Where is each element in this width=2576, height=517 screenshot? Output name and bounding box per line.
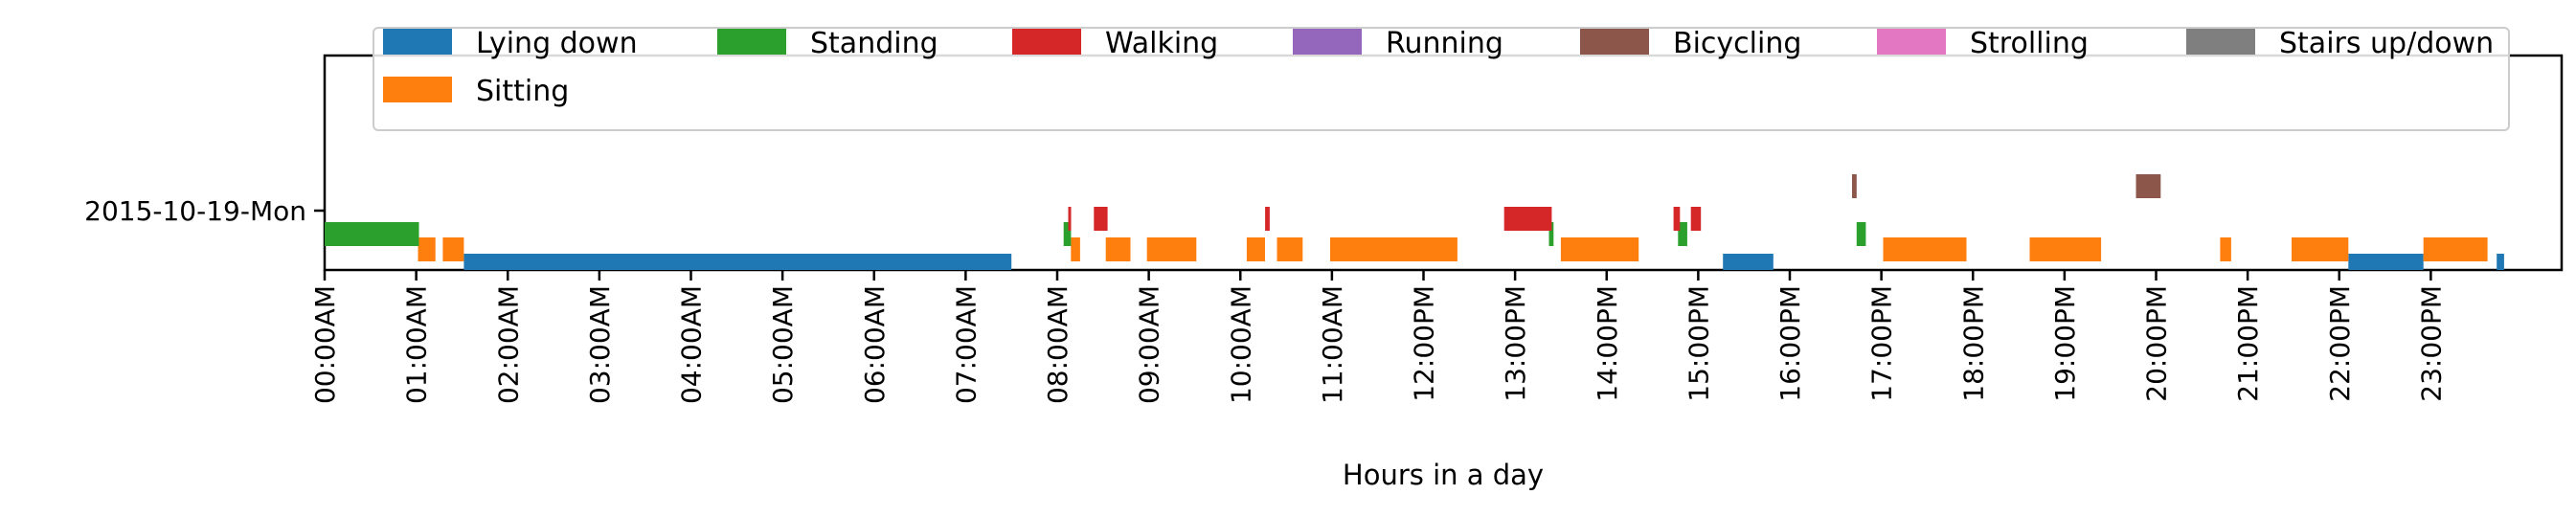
legend: Lying down Standing Walking Running Bicyclin… xyxy=(373,27,2510,131)
legend-label: Walking xyxy=(1105,27,1218,60)
x-tick-label: 13:00PM xyxy=(1500,285,1531,402)
activity-bar-standing xyxy=(1678,222,1687,246)
activity-bar-sitting xyxy=(418,237,436,261)
x-tick-label: 11:00AM xyxy=(1317,285,1348,404)
x-tick-label: 00:00AM xyxy=(309,285,341,404)
activity-bar-bicycling xyxy=(1852,174,1857,198)
activity-bar-sitting xyxy=(2220,237,2231,261)
legend-swatch xyxy=(1012,29,1081,55)
activity-bar-walking xyxy=(1265,207,1270,231)
legend-swatch xyxy=(1877,29,1946,55)
activity-bar-lying-down xyxy=(2497,254,2504,270)
legend-label: Strolling xyxy=(1970,27,2089,60)
legend-swatch xyxy=(383,29,452,55)
activity-bar-sitting xyxy=(1277,237,1303,261)
legend-swatch xyxy=(2186,29,2255,55)
x-axis-label: Hours in a day xyxy=(1343,459,1544,491)
activity-bar-walking xyxy=(1690,207,1702,231)
legend-label: Bicycling xyxy=(1673,27,1801,60)
activity-bar-sitting xyxy=(1105,237,1131,261)
x-tick-label: 02:00AM xyxy=(492,285,524,404)
x-tick-label: 10:00AM xyxy=(1225,285,1256,404)
activity-bar-standing xyxy=(325,222,419,246)
x-tick-label: 20:00PM xyxy=(2141,285,2173,402)
x-tick-label: 17:00PM xyxy=(1866,285,1898,402)
legend-label: Running xyxy=(1386,27,1503,60)
activity-bar-sitting xyxy=(1883,237,1967,261)
y-tick-label: 2015-10-19-Mon xyxy=(84,195,306,227)
activity-bar-walking xyxy=(1068,207,1072,231)
x-tick-label: 12:00PM xyxy=(1409,285,1440,402)
activity-bars xyxy=(325,174,2504,270)
x-tick-label: 08:00AM xyxy=(1042,285,1073,404)
x-axis: 00:00AM 01:00AM 02:00AM 03:00AM 04:00AM 05:00… xyxy=(309,270,2447,404)
activity-bar-sitting xyxy=(1146,237,1197,261)
activity-bar-standing xyxy=(1856,222,1866,246)
x-tick-label: 19:00PM xyxy=(2049,285,2081,402)
legend-label: Sitting xyxy=(476,75,569,108)
legend-swatch xyxy=(383,77,452,102)
x-tick-label: 15:00PM xyxy=(1683,285,1714,402)
legend-swatch xyxy=(717,29,786,55)
activity-bar-walking xyxy=(1094,207,1108,231)
x-tick-label: 03:00AM xyxy=(584,285,616,404)
activity-bar-sitting xyxy=(1330,237,1457,261)
x-tick-label: 21:00PM xyxy=(2232,285,2264,402)
activity-bar-standing xyxy=(1548,222,1554,246)
legend-label: Stairs up/down xyxy=(2279,27,2494,60)
x-tick-label: 04:00AM xyxy=(676,285,708,404)
activity-bar-sitting xyxy=(1071,237,1080,261)
activity-bar-sitting xyxy=(2292,237,2349,261)
x-tick-label: 14:00PM xyxy=(1592,285,1623,402)
activity-bar-lying-down xyxy=(2348,254,2424,270)
activity-bar-walking xyxy=(1673,207,1681,231)
x-tick-label: 06:00AM xyxy=(859,285,891,404)
legend-frame xyxy=(373,27,2510,131)
activity-bar-sitting xyxy=(442,237,464,261)
x-tick-label: 07:00AM xyxy=(950,285,982,404)
activity-bar-sitting xyxy=(2423,237,2488,261)
legend-label: Standing xyxy=(810,27,938,60)
activity-bar-bicycling xyxy=(2135,174,2161,198)
activity-bar-walking xyxy=(1503,207,1552,231)
x-tick-label: 01:00AM xyxy=(401,285,433,404)
x-tick-label: 05:00AM xyxy=(767,285,799,404)
x-tick-label: 22:00PM xyxy=(2324,285,2356,402)
legend-swatch xyxy=(1580,29,1649,55)
legend-label: Lying down xyxy=(476,27,638,60)
activity-bar-lying-down xyxy=(1723,254,1774,270)
x-tick-label: 23:00PM xyxy=(2415,285,2447,402)
y-axis: 2015-10-19-Mon xyxy=(84,195,325,227)
legend-swatch xyxy=(1293,29,1362,55)
activity-bar-sitting xyxy=(1246,237,1265,261)
x-tick-label: 18:00PM xyxy=(1957,285,1989,402)
x-tick-label: 16:00PM xyxy=(1774,285,1806,402)
activity-bar-standing xyxy=(1063,222,1072,246)
activity-bar-sitting xyxy=(2029,237,2102,261)
activity-bar-sitting xyxy=(1560,237,1639,261)
activity-bar-lying-down xyxy=(463,254,1012,270)
x-tick-label: 09:00AM xyxy=(1134,285,1165,404)
